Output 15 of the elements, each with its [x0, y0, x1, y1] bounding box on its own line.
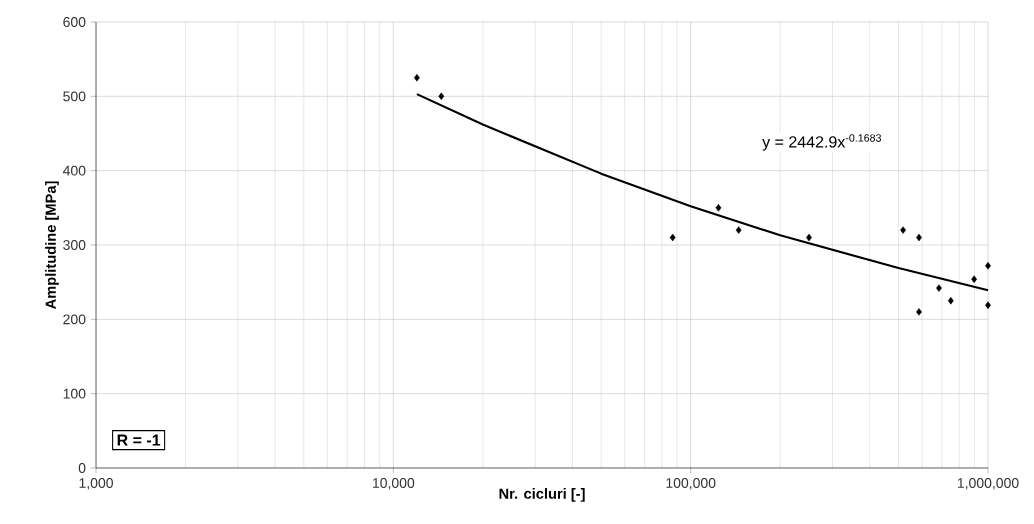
- y-tick-label: 200: [63, 314, 86, 325]
- y-tick-label: 400: [62, 165, 86, 176]
- x-tick-label: 100,000: [666, 478, 716, 490]
- annotation: R = -1: [117, 434, 161, 446]
- x-tick-label: 1,000,000: [957, 478, 1019, 490]
- x-axis-title: Nr. cicluri [-]: [499, 488, 585, 502]
- x-tick-label: 10,000: [373, 478, 415, 490]
- x-tick-label: 1,000: [79, 478, 113, 490]
- y-tick-label: 500: [63, 91, 86, 102]
- y-tick-label: 600: [63, 17, 86, 27]
- y-tick-label: 0: [78, 463, 86, 473]
- y-tick-label: 300: [63, 240, 86, 250]
- y-tick-label: 100: [63, 388, 86, 399]
- y-axis-title: Amplitudine [MPa]: [45, 181, 59, 309]
- annotation: y = 2442.9x$^{-0.1683}$: [762, 134, 882, 151]
